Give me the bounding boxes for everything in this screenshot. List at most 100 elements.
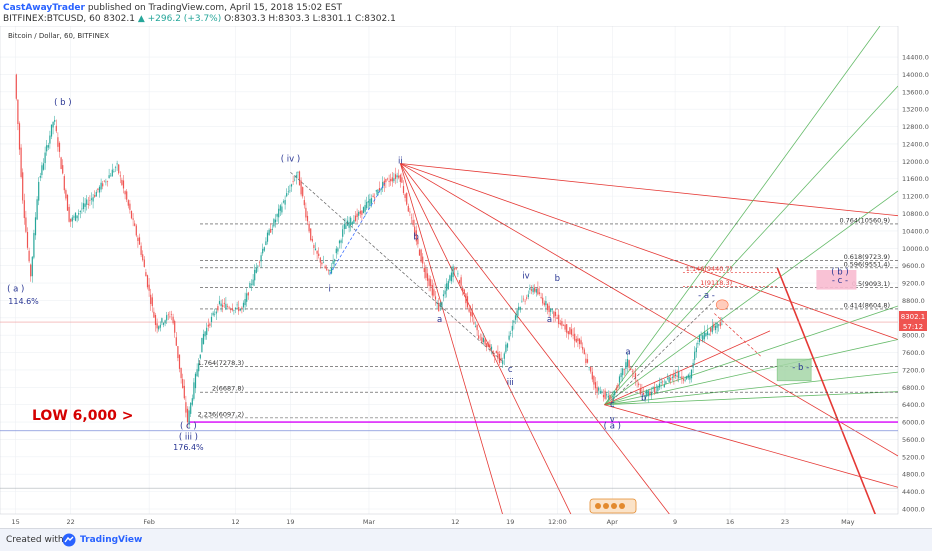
- candle-body: [126, 191, 128, 200]
- wave-label: ( a ): [7, 285, 24, 295]
- x-tick-label: 19: [286, 518, 294, 526]
- candle-body: [60, 157, 62, 170]
- candle-body: [23, 200, 25, 219]
- candle-body: [506, 343, 509, 348]
- candle-body: [618, 376, 621, 383]
- candle-body: [122, 180, 125, 189]
- candle-body: [404, 194, 406, 198]
- candle-body: [471, 310, 473, 317]
- candle-body: [674, 374, 677, 377]
- candle-body: [327, 269, 329, 271]
- candle-body: [119, 175, 121, 177]
- candle-body: [279, 205, 281, 211]
- candle-body: [662, 381, 664, 383]
- candle-body: [681, 376, 683, 379]
- candle-body: [81, 208, 83, 210]
- candle-body: [116, 163, 118, 165]
- plot-area[interactable]: [0, 26, 899, 515]
- candle-body: [639, 388, 641, 395]
- wave-label: ( iv ): [281, 154, 300, 164]
- candle-body: [470, 311, 472, 316]
- candle-body: [665, 381, 667, 384]
- candle-body: [542, 297, 544, 304]
- candle-body: [148, 284, 150, 291]
- candle-body: [234, 307, 237, 309]
- candle-body: [105, 181, 107, 183]
- candle-body: [33, 233, 35, 258]
- wave-label: b: [413, 233, 418, 243]
- candle-body: [206, 327, 208, 335]
- green-fan-line: [604, 339, 898, 406]
- candle-body: [502, 360, 504, 365]
- candle-body: [196, 369, 198, 377]
- candle-body: [58, 142, 61, 152]
- candle-body: [270, 229, 272, 233]
- price-chart[interactable]: Bitcoin / Dollar, 60, BITFINEX 0.764(105…: [0, 26, 932, 528]
- candle-body: [175, 337, 177, 346]
- candle-body: [95, 191, 97, 197]
- candle-body: [151, 297, 153, 307]
- wave-label: ( b ): [54, 98, 71, 108]
- symbol-line: BITFINEX:BTCUSD, 60 8302.1 ▲ +296.2 (+3.…: [3, 14, 396, 24]
- wave-label: 176.4%: [173, 443, 204, 452]
- candle-body: [583, 349, 585, 355]
- candle-body: [385, 178, 387, 183]
- author-name[interactable]: CastAwayTrader: [3, 3, 85, 13]
- y-tick-label: 6400.0: [902, 401, 925, 409]
- red-fan-line: [400, 163, 898, 340]
- candle-body: [434, 296, 437, 300]
- wave-label: - c -: [832, 276, 848, 286]
- candle-body: [292, 181, 294, 182]
- candle-body: [420, 249, 422, 262]
- candle-body: [540, 296, 542, 298]
- y-tick-label: 14400.0: [902, 54, 929, 62]
- y-tick-label: 10800.0: [902, 210, 929, 218]
- candle-body: [710, 328, 712, 332]
- candle-body: [687, 374, 689, 378]
- candle-body: [300, 180, 302, 195]
- event-marker[interactable]: [589, 498, 637, 514]
- candle-body: [54, 119, 56, 122]
- candle-body: [348, 222, 350, 228]
- candle-body: [617, 384, 619, 388]
- candle-body: [378, 188, 381, 191]
- candle-body: [500, 357, 502, 361]
- candle-body: [57, 137, 59, 147]
- candle-body: [649, 391, 651, 396]
- candle-body: [418, 249, 421, 256]
- candle-body: [702, 335, 704, 341]
- candle-body: [193, 382, 195, 399]
- tradingview-link[interactable]: TradingView: [80, 535, 143, 545]
- candle-body: [199, 354, 201, 359]
- price-axis[interactable]: 4000.0 4400.0 4800.0 5200.0 5600.0 6000.0 6400…: [902, 54, 929, 514]
- candle-body: [180, 367, 182, 379]
- candle-body: [481, 337, 483, 343]
- candle-body: [298, 171, 301, 186]
- x-tick-label: Feb: [143, 518, 155, 526]
- candle-body: [714, 325, 717, 331]
- wave-label: - a -: [698, 291, 715, 301]
- candle-body: [458, 280, 461, 284]
- candle-body: [154, 315, 157, 326]
- candle-body: [577, 338, 579, 342]
- created-with-label: Created with: [6, 535, 64, 545]
- drawing-tools: [399, 26, 898, 514]
- candle-body: [396, 175, 398, 178]
- candle-body: [446, 283, 448, 291]
- candle-body: [538, 292, 541, 294]
- candle-body: [303, 200, 305, 206]
- candle-body: [190, 402, 192, 414]
- candle-body: [574, 333, 576, 341]
- candle-body: [697, 343, 699, 345]
- candle-body: [636, 380, 638, 382]
- x-tick-label: 15: [12, 518, 20, 526]
- candle-body: [623, 369, 625, 370]
- candle-body: [26, 231, 29, 248]
- candle-body: [49, 135, 51, 144]
- time-axis[interactable]: 15 22 Feb 12 19 Mar 12 19 12:00 Apr 9 16 23 May: [12, 518, 855, 526]
- candle-body: [409, 211, 411, 213]
- candle-body: [673, 374, 675, 378]
- candle-body: [284, 199, 286, 205]
- candle-body: [487, 343, 489, 348]
- candle-body: [290, 184, 293, 187]
